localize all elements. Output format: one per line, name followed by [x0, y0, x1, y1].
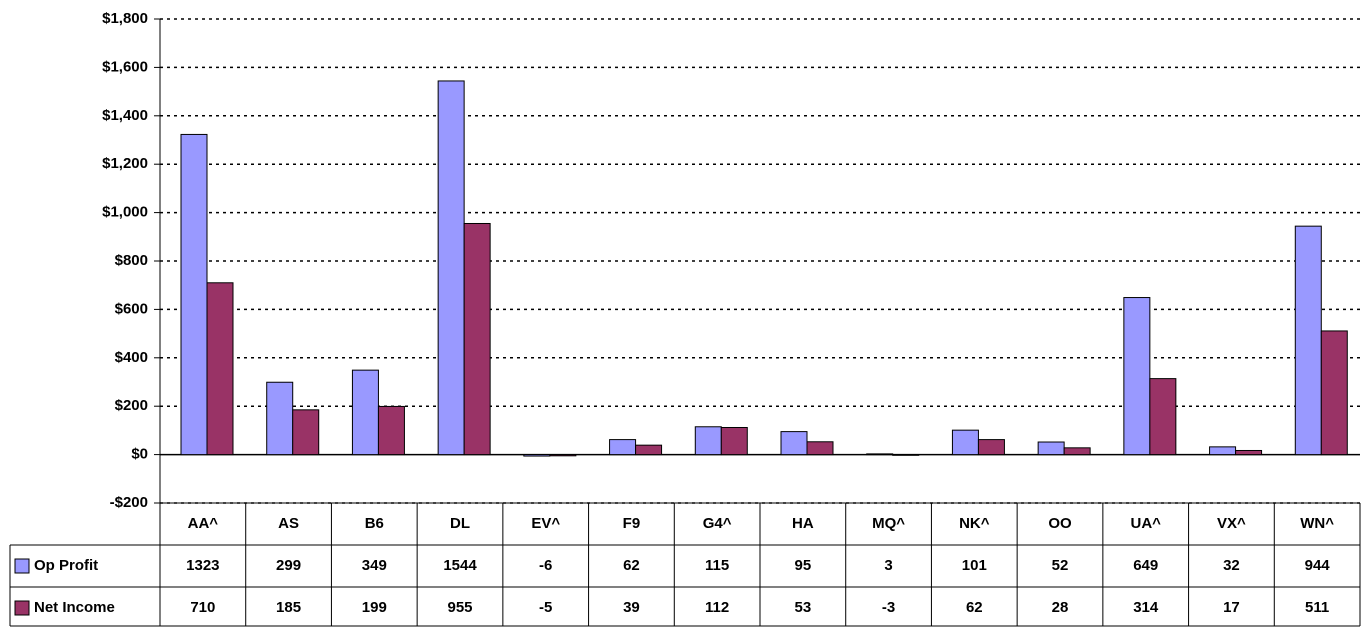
- table-cell: 39: [623, 599, 640, 616]
- bar: [977, 439, 1005, 456]
- x-tick-label: MQ^: [872, 515, 905, 532]
- table-cell: 185: [276, 599, 301, 616]
- table-cell: 52: [1052, 557, 1069, 574]
- bar: [437, 80, 465, 456]
- bar: [1037, 441, 1065, 456]
- bar: [1063, 447, 1091, 456]
- table-cell: -5: [539, 599, 552, 616]
- bar: [377, 405, 405, 456]
- x-tick-label: UA^: [1130, 515, 1161, 532]
- y-tick-label: $0: [131, 446, 148, 463]
- x-tick-label: EV^: [531, 515, 560, 532]
- bar: [523, 454, 551, 457]
- table-cell: 17: [1223, 599, 1240, 616]
- table-cell: 62: [623, 557, 640, 574]
- x-tick-label: NK^: [959, 515, 990, 532]
- bar: [806, 441, 834, 456]
- table-cell: -3: [882, 599, 895, 616]
- table-cell: 28: [1052, 599, 1069, 616]
- table-cell: 95: [795, 557, 812, 574]
- bar: [1149, 378, 1177, 456]
- x-tick-label: VX^: [1217, 515, 1246, 532]
- table-cell: 112: [705, 599, 729, 616]
- bar: [609, 439, 637, 456]
- bar: [463, 222, 491, 456]
- table-cell: 299: [276, 557, 301, 574]
- y-tick-label: $1,200: [102, 155, 148, 172]
- bar: [266, 381, 294, 456]
- table-cell: 649: [1133, 557, 1158, 574]
- y-tick-label: $400: [115, 349, 148, 366]
- y-tick-label: $1,800: [102, 10, 148, 27]
- table-cell: 115: [705, 557, 729, 574]
- bar: [1320, 330, 1348, 456]
- table-cell: 349: [362, 557, 387, 574]
- bar: [694, 426, 722, 456]
- table-cell: 1323: [186, 557, 219, 574]
- bar: [351, 369, 379, 456]
- y-tick-label: $1,400: [102, 107, 148, 124]
- bar: [720, 426, 748, 456]
- legend-key: [14, 600, 30, 616]
- y-tick-label: $1,600: [102, 58, 148, 75]
- bar: [292, 409, 320, 456]
- x-tick-label: DL: [450, 515, 470, 532]
- table-cell: -6: [539, 557, 552, 574]
- bar: [892, 454, 920, 456]
- y-tick-label: $1,000: [102, 204, 148, 221]
- bar: [780, 431, 808, 456]
- bar: [1294, 225, 1322, 456]
- x-tick-label: WN^: [1300, 515, 1334, 532]
- bar: [635, 444, 663, 456]
- table-cell: 199: [362, 599, 387, 616]
- table-cell: 53: [795, 599, 812, 616]
- bar: [1235, 449, 1263, 456]
- x-tick-label: G4^: [703, 515, 732, 532]
- bar: [866, 453, 894, 456]
- y-tick-label: $600: [115, 300, 148, 317]
- table-cell: 62: [966, 599, 983, 616]
- table-cell: 314: [1133, 599, 1159, 616]
- legend-key: [14, 558, 30, 574]
- table-cell: 511: [1305, 599, 1329, 616]
- table-cell: 955: [447, 599, 472, 616]
- legend-label: Op Profit: [34, 557, 98, 574]
- x-tick-label: OO: [1048, 515, 1072, 532]
- table-cell: 1544: [443, 557, 477, 574]
- bar: [180, 133, 208, 456]
- table-cell: 32: [1223, 557, 1240, 574]
- x-tick-label: HA: [792, 515, 814, 532]
- y-tick-label: -$200: [110, 494, 148, 511]
- x-tick-label: AA^: [188, 515, 219, 532]
- bar: [549, 454, 577, 457]
- bar: [951, 429, 979, 456]
- bar: [1123, 297, 1151, 456]
- bar: [206, 282, 234, 456]
- table-cell: 3: [884, 557, 892, 574]
- bar: [1209, 446, 1237, 456]
- table-cell: 944: [1305, 557, 1331, 574]
- y-tick-label: $200: [115, 397, 148, 414]
- x-tick-label: B6: [365, 515, 384, 532]
- x-tick-label: F9: [623, 515, 641, 532]
- y-tick-label: $800: [115, 252, 148, 269]
- table-cell: 101: [962, 557, 987, 574]
- table-cell: 710: [190, 599, 215, 616]
- legend-label: Net Income: [34, 599, 115, 616]
- x-tick-label: AS: [278, 515, 299, 532]
